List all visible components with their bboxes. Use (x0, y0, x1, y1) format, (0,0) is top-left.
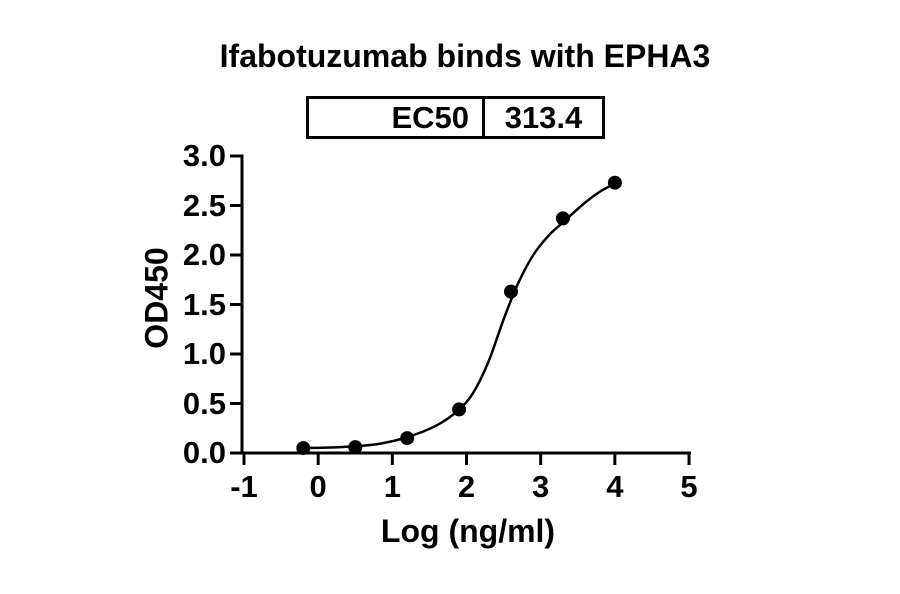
data-point (504, 284, 518, 299)
chart-title: Ifabotuzumab binds with EPHA3 (219, 38, 711, 74)
data-point (555, 211, 570, 226)
fit-curve (303, 182, 616, 450)
y-tick-label: 3.0 (182, 138, 226, 173)
ec50-value-cell: 313.4 (504, 100, 583, 135)
data-point (400, 431, 415, 446)
y-tick-label: 2.0 (182, 237, 226, 272)
ec50-table: EC50 313.4 (306, 96, 605, 139)
x-tick-label: -1 (230, 469, 258, 504)
data-point (607, 175, 622, 190)
y-tick-label: 1.5 (182, 286, 226, 322)
y-tick-label: 0.5 (182, 385, 226, 421)
data-point (348, 440, 363, 455)
x-tick-label: 1 (383, 469, 401, 504)
data-point (296, 441, 311, 456)
x-axis-label: Log (ng/ml) (380, 513, 556, 549)
y-tick-label: 2.5 (182, 187, 226, 223)
y-tick-label: 1.0 (182, 336, 226, 371)
ec50-label-cell: EC50 (309, 99, 485, 136)
data-point (452, 402, 467, 417)
x-tick-label: 0 (309, 469, 327, 504)
x-tick-label: 3 (532, 469, 550, 504)
x-tick-label: 4 (606, 469, 624, 504)
x-tick-label: 5 (680, 469, 698, 504)
x-tick-label: 2 (457, 469, 476, 504)
y-tick-label: 0.0 (182, 435, 226, 470)
